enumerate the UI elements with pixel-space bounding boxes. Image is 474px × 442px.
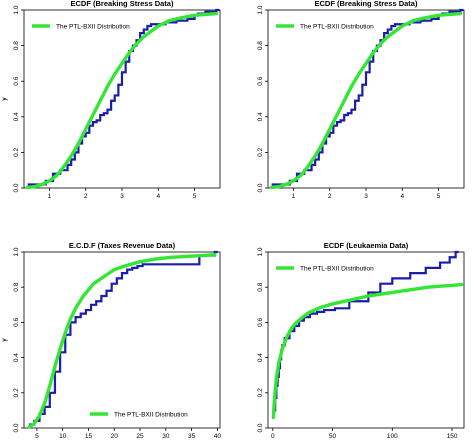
y-tick-label: 0.2: [13, 388, 20, 397]
x-tick-label: 50: [329, 433, 337, 440]
ecdf-step-line: [273, 250, 459, 412]
chart-title: ECDF (Breaking Stress Data): [71, 0, 174, 8]
chart-panel-1: ECDF (Breaking Stress Data) y 0.0 0.2 0.4 0.6…: [1, 0, 221, 200]
y-tick-label: 1.0: [13, 5, 20, 14]
y-tick-label: 0.6: [257, 318, 264, 327]
y-tick-label: 0.4: [257, 112, 264, 121]
y-tick-label: 0.0: [13, 423, 20, 432]
plot-frame: [267, 251, 465, 429]
chart-panel-3: E.C.D.F (Taxes Revenue Data) y 0.0 0.2 0.4 0.…: [1, 241, 221, 440]
ecdf-step-line: [27, 8, 220, 186]
x-tick-label: 4: [156, 193, 160, 200]
x-tick-label: 1: [48, 193, 52, 200]
y-tick-label: 0.0: [257, 183, 264, 192]
y-tick-label: 0.2: [257, 388, 264, 397]
y-tick-label: 0.4: [257, 353, 264, 362]
y-axis-label: y: [1, 97, 8, 101]
fitted-distribution-line: [271, 282, 464, 420]
y-tick-label: 0.8: [13, 41, 20, 50]
fitted-distribution-line: [269, 11, 463, 190]
y-tick-label: 0.0: [257, 423, 264, 432]
x-tick-label: 0: [271, 433, 275, 440]
chart-panel-2: ECDF (Breaking Stress Data) y 0.0 0.2 0.4 0.6…: [1, 0, 465, 200]
x-tick-label: 3: [364, 193, 368, 200]
ecdf-step-line: [271, 8, 464, 186]
plot-frame: [267, 9, 465, 189]
y-tick-label: 0.4: [13, 112, 20, 121]
x-tick-label: 1: [292, 193, 296, 200]
y-tick-label: 0.2: [257, 148, 264, 157]
x-tick-label: 20: [111, 433, 119, 440]
y-tick-label: 0.0: [13, 183, 20, 192]
x-tick-label: 5: [35, 433, 39, 440]
legend-label: The PTL-BXII Distribution: [300, 23, 374, 30]
chart-panel-4: ECDF (Leukaemia Data) y 0.0 0.2 0.4 0.6 0.8 1.0…: [1, 241, 465, 440]
y-tick-label: 0.6: [13, 318, 20, 327]
x-tick-label: 100: [387, 433, 398, 440]
legend-label: The PTL-BXII Distribution: [114, 411, 188, 418]
x-tick-label: 25: [136, 433, 144, 440]
x-tick-label: 40: [214, 433, 222, 440]
y-tick-label: 0.4: [13, 353, 20, 362]
chart-title: ECDF (Leukaemia Data): [324, 241, 409, 250]
x-tick-label: 5: [193, 193, 197, 200]
x-tick-label: 30: [162, 433, 170, 440]
y-tick-label: 0.8: [257, 282, 264, 291]
fitted-distribution-line: [27, 252, 217, 429]
fitted-distribution-line: [25, 11, 219, 190]
x-tick-label: 3: [120, 193, 124, 200]
ecdf-step-line: [29, 250, 218, 426]
x-tick-label: 10: [59, 433, 67, 440]
y-axis-label: y: [1, 338, 8, 342]
y-tick-label: 0.8: [13, 282, 20, 291]
y-tick-label: 0.6: [13, 76, 20, 85]
legend-label: The PTL-BXII Distribution: [300, 265, 374, 272]
x-tick-label: 2: [84, 193, 88, 200]
x-tick-label: 4: [400, 193, 404, 200]
chart-title: E.C.D.F (Taxes Revenue Data): [69, 241, 176, 250]
y-axis-label: y: [1, 97, 8, 101]
y-tick-label: 1.0: [13, 247, 20, 256]
y-axis-label: y: [1, 338, 8, 342]
chart-title: ECDF (Breaking Stress Data): [315, 0, 418, 8]
y-tick-label: 1.0: [257, 247, 264, 256]
x-tick-label: 5: [437, 193, 441, 200]
x-tick-label: 150: [447, 433, 458, 440]
y-tick-label: 0.6: [257, 76, 264, 85]
y-tick-label: 1.0: [257, 5, 264, 14]
x-tick-label: 35: [188, 433, 196, 440]
x-tick-label: 2: [328, 193, 332, 200]
y-tick-label: 0.2: [13, 148, 20, 157]
y-tick-label: 0.8: [257, 41, 264, 50]
x-tick-label: 15: [85, 433, 93, 440]
plot-frame: [23, 251, 221, 429]
plot-frame: [23, 9, 221, 189]
legend-label: The PTL-BXII Distribution: [56, 23, 130, 30]
